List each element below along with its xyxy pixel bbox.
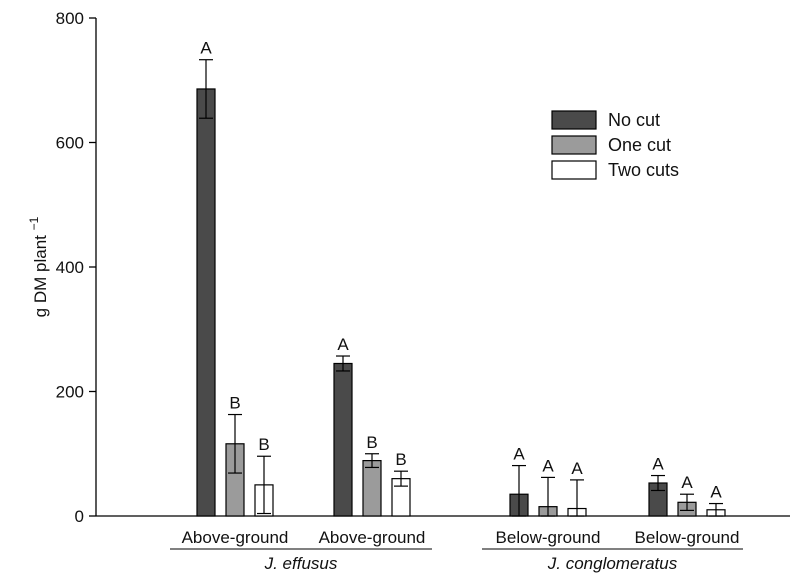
y-tick-label: 800 [56,9,84,28]
significance-letter: B [366,433,377,452]
y-tick-label: 400 [56,258,84,277]
significance-letter: A [710,483,722,502]
category-labels: Above-ground Above-ground Below-ground Belo… [170,528,743,573]
y-tick-label: 600 [56,134,84,153]
species-label: J. effusus [264,554,338,573]
significance-letter: A [513,445,525,464]
group-label: Above-ground [319,528,426,547]
legend-swatch [551,160,597,180]
significance-letter: A [337,335,349,354]
legend-label: Two cuts [608,160,679,180]
y-tick-label: 0 [75,507,84,526]
bar [333,362,353,517]
significance-letter: A [200,39,212,58]
y-axis-label-main: g DM plant [31,230,50,317]
axes: 0 200 400 600 800 g DM plant −1 [27,9,790,526]
significance-letter: B [258,435,269,454]
significance-letter: A [571,459,583,478]
bar [362,459,382,517]
group-label: Above-ground [182,528,289,547]
legend-swatch [551,110,597,130]
significance-letter: A [652,455,664,474]
legend-label: One cut [608,135,671,155]
species-label: J. conglomeratus [547,554,678,573]
y-axis-label: g DM plant −1 [27,216,50,317]
bar [196,88,216,517]
legend-label: No cut [608,110,660,130]
y-axis-label-superscript: −1 [27,216,41,230]
significance-letter: B [229,394,240,413]
group-label: Below-ground [635,528,740,547]
legend: No cut One cut Two cuts [551,110,679,180]
significance-letter: B [395,450,406,469]
legend-swatch [551,135,597,155]
significance-letter: A [542,456,554,475]
y-tick-label: 200 [56,383,84,402]
significance-letter: A [681,473,693,492]
group-label: Below-ground [496,528,601,547]
